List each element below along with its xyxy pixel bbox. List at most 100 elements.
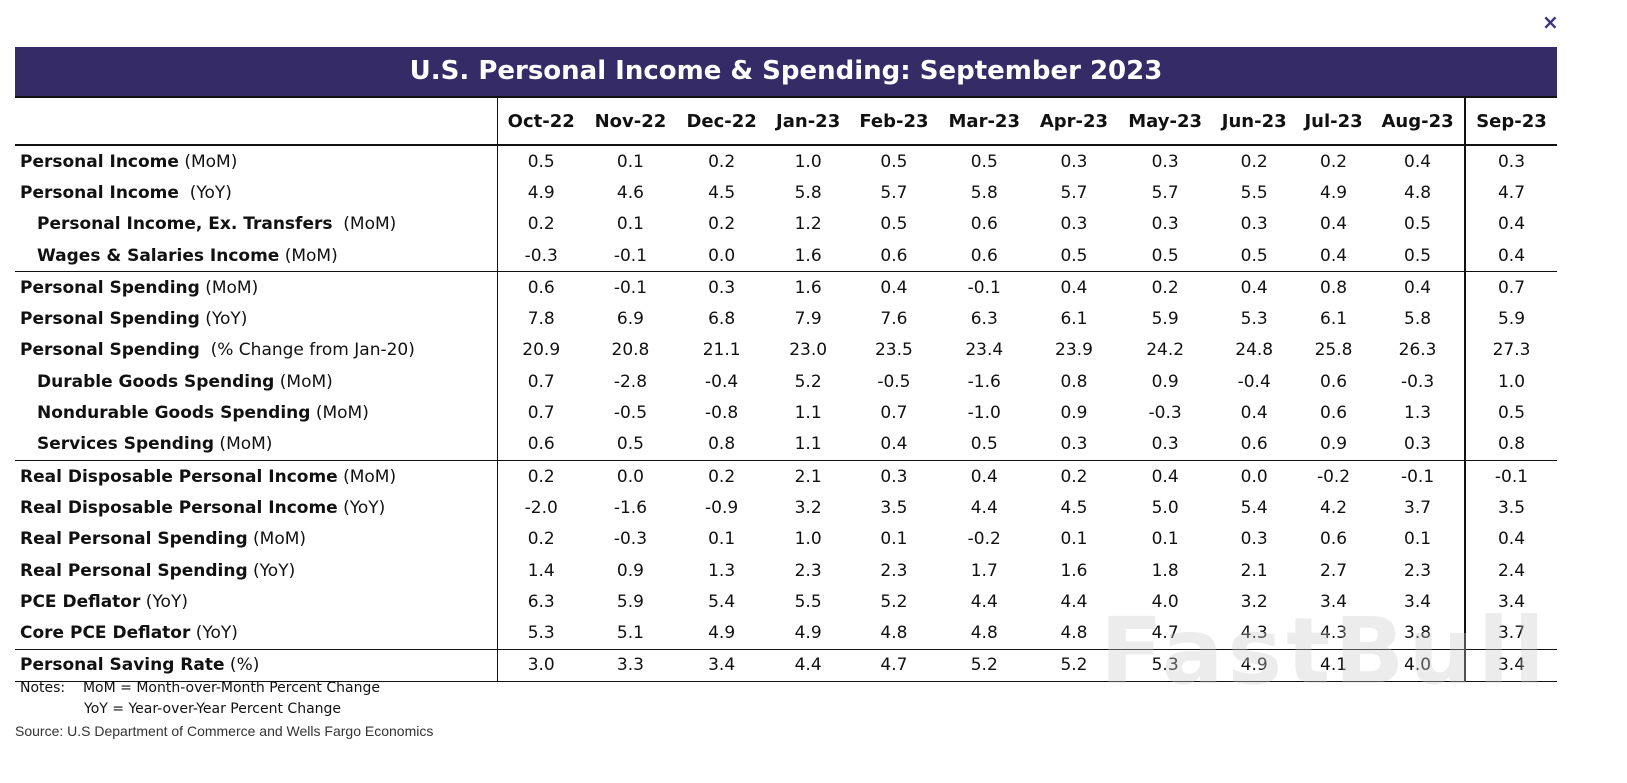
row-label-unit: (MoM): [279, 245, 338, 266]
cell-value: 0.2: [708, 151, 736, 172]
cell-value: 1.6: [794, 277, 822, 298]
cell-value: 5.2: [794, 371, 822, 392]
cell-value: 4.1: [1295, 649, 1372, 683]
close-icon[interactable]: ×: [1542, 10, 1559, 34]
cell-value: 1.0: [1464, 366, 1557, 398]
row-label: Personal Saving Rate (%): [15, 649, 498, 683]
row-label-main: Personal Spending: [20, 309, 200, 330]
cell-value: 0.2: [1060, 466, 1088, 487]
column-header: May-23: [1117, 98, 1213, 146]
cell-value: 5.7: [1151, 182, 1179, 203]
cell-value: 0.1: [880, 529, 908, 550]
cell-value: 4.5: [1060, 497, 1088, 518]
cell-value: 3.2: [794, 497, 822, 518]
cell-value: -1.6: [613, 497, 648, 518]
cell-value: 0.5: [938, 428, 1031, 461]
cell-value: 3.4: [1320, 591, 1348, 612]
row-label: Personal Spending (YoY): [15, 303, 498, 334]
cell-value: -2.0: [497, 492, 585, 524]
row-label-unit: (%): [224, 655, 260, 676]
row-label-unit: (MoM): [274, 371, 333, 392]
column-header: Nov-22: [584, 98, 677, 146]
column-header: Apr-23: [1030, 98, 1118, 146]
row-label-main: Personal Income, Ex. Transfers: [37, 214, 333, 235]
cell-value: 3.4: [1404, 591, 1432, 612]
cell-value: 5.5: [794, 591, 822, 612]
cell-value: 21.1: [702, 340, 741, 361]
cell-value: 0.5: [1030, 239, 1118, 273]
cell-value: 6.9: [616, 309, 644, 330]
cell-value: 1.8: [1151, 560, 1179, 581]
cell-value: 1.6: [766, 239, 850, 273]
cell-value: 4.4: [970, 497, 998, 518]
row-label: Real Disposable Personal Income (MoM): [15, 460, 498, 492]
table-row: Real Personal Spending (MoM) 0.2 -0.3 0.1 1.…: [15, 523, 1557, 555]
cell-value: -0.8: [705, 403, 739, 424]
cell-value: 0.5: [1117, 239, 1213, 273]
row-label-unit: (YoY): [178, 182, 232, 203]
cell-value: 4.7: [1117, 617, 1213, 650]
cell-value: 0.6: [1320, 529, 1348, 550]
cell-value: 0.3: [1240, 214, 1268, 235]
cell-value: -1.6: [967, 371, 1001, 392]
table-row: Personal Spending (YoY) 7.8 6.9 6.8 7.9 7.6 6.…: [15, 303, 1557, 335]
row-label-unit: (MoM): [247, 529, 307, 550]
cell-value: 0.3: [1060, 214, 1088, 235]
table-row: Durable Goods Spending (MoM) 0.7 -2.8 -0.4 5…: [15, 366, 1557, 398]
cell-value: 1.1: [766, 428, 850, 461]
cell-value: 5.5: [1240, 182, 1268, 203]
cell-value: 5.8: [1404, 309, 1432, 330]
cell-value: 4.9: [676, 617, 767, 650]
cell-value: 6.1: [1060, 309, 1088, 330]
cell-value: 0.7: [497, 366, 585, 398]
cell-value: 1.1: [794, 403, 822, 424]
cell-value: 4.4: [766, 649, 850, 683]
cell-value: 0.3: [1030, 428, 1118, 461]
cell-value: 0.1: [1151, 529, 1179, 550]
table-row: Core PCE Deflator (YoY) 5.3 5.1 4.9 4.9 4.8 4.…: [15, 617, 1557, 650]
row-label-main: Personal Income: [20, 151, 179, 172]
cell-value: 0.9: [1151, 371, 1179, 392]
cell-value: 2.3: [880, 560, 908, 581]
cell-value: 0.4: [1464, 208, 1557, 240]
row-label: Wages & Salaries Income (MoM): [15, 239, 498, 273]
cell-value: 3.7: [1464, 617, 1557, 650]
cell-value: 0.7: [880, 403, 908, 424]
cell-value: 23.0: [789, 340, 828, 361]
row-label-unit: (MoM): [310, 403, 369, 424]
cell-value: -0.1: [1464, 460, 1557, 493]
column-header: Feb-23: [849, 98, 939, 146]
cell-value: 0.5: [584, 428, 677, 461]
cell-value: 0.7: [1464, 271, 1557, 304]
cell-value: 2.1: [794, 466, 822, 487]
cell-value: 4.0: [1371, 649, 1465, 683]
cell-value: 1.6: [1060, 560, 1088, 581]
cell-value: 0.4: [1464, 239, 1557, 273]
cell-value: 0.4: [1295, 239, 1372, 273]
table-title: U.S. Personal Income & Spending: Septemb…: [15, 47, 1557, 98]
cell-value: 0.2: [1151, 277, 1179, 298]
cell-value: 0.4: [1464, 523, 1557, 555]
cell-value: 3.8: [1371, 617, 1465, 650]
row-label: Personal Spending (% Change from Jan-20): [15, 335, 498, 366]
row-label: Nondurable Goods Spending (MoM): [15, 397, 498, 428]
cell-value: 0.4: [1404, 277, 1432, 298]
row-label-main: Real Disposable Personal Income: [20, 497, 338, 518]
cell-value: 0.2: [708, 214, 736, 235]
notes-yoy: YoY = Year-over-Year Percent Change: [84, 701, 342, 717]
row-label: Real Personal Spending (MoM): [15, 524, 498, 555]
cell-value: 0.4: [1151, 466, 1179, 487]
data-table: Oct-22 Nov-22 Dec-22 Jan-23 Feb-23 Mar-23 Apr-…: [15, 98, 1557, 683]
row-label: Services Spending (MoM): [15, 428, 498, 461]
cell-value: -0.3: [1148, 403, 1182, 424]
table-row: Personal Spending (MoM) 0.6 -0.1 0.3 1.6 0.4-…: [15, 271, 1557, 304]
column-header: Aug-23: [1371, 98, 1465, 146]
cell-value: 5.9: [1151, 309, 1179, 330]
row-label-main: Services Spending: [37, 434, 215, 455]
cell-value: 5.7: [1060, 182, 1088, 203]
cell-value: -0.9: [705, 497, 739, 518]
table-row: Personal Spending (% Change from Jan-20)…: [15, 334, 1557, 367]
cell-value: 4.3: [1295, 617, 1372, 650]
cell-value: 0.5: [1464, 397, 1557, 429]
cell-value: 0.3: [1240, 529, 1268, 550]
